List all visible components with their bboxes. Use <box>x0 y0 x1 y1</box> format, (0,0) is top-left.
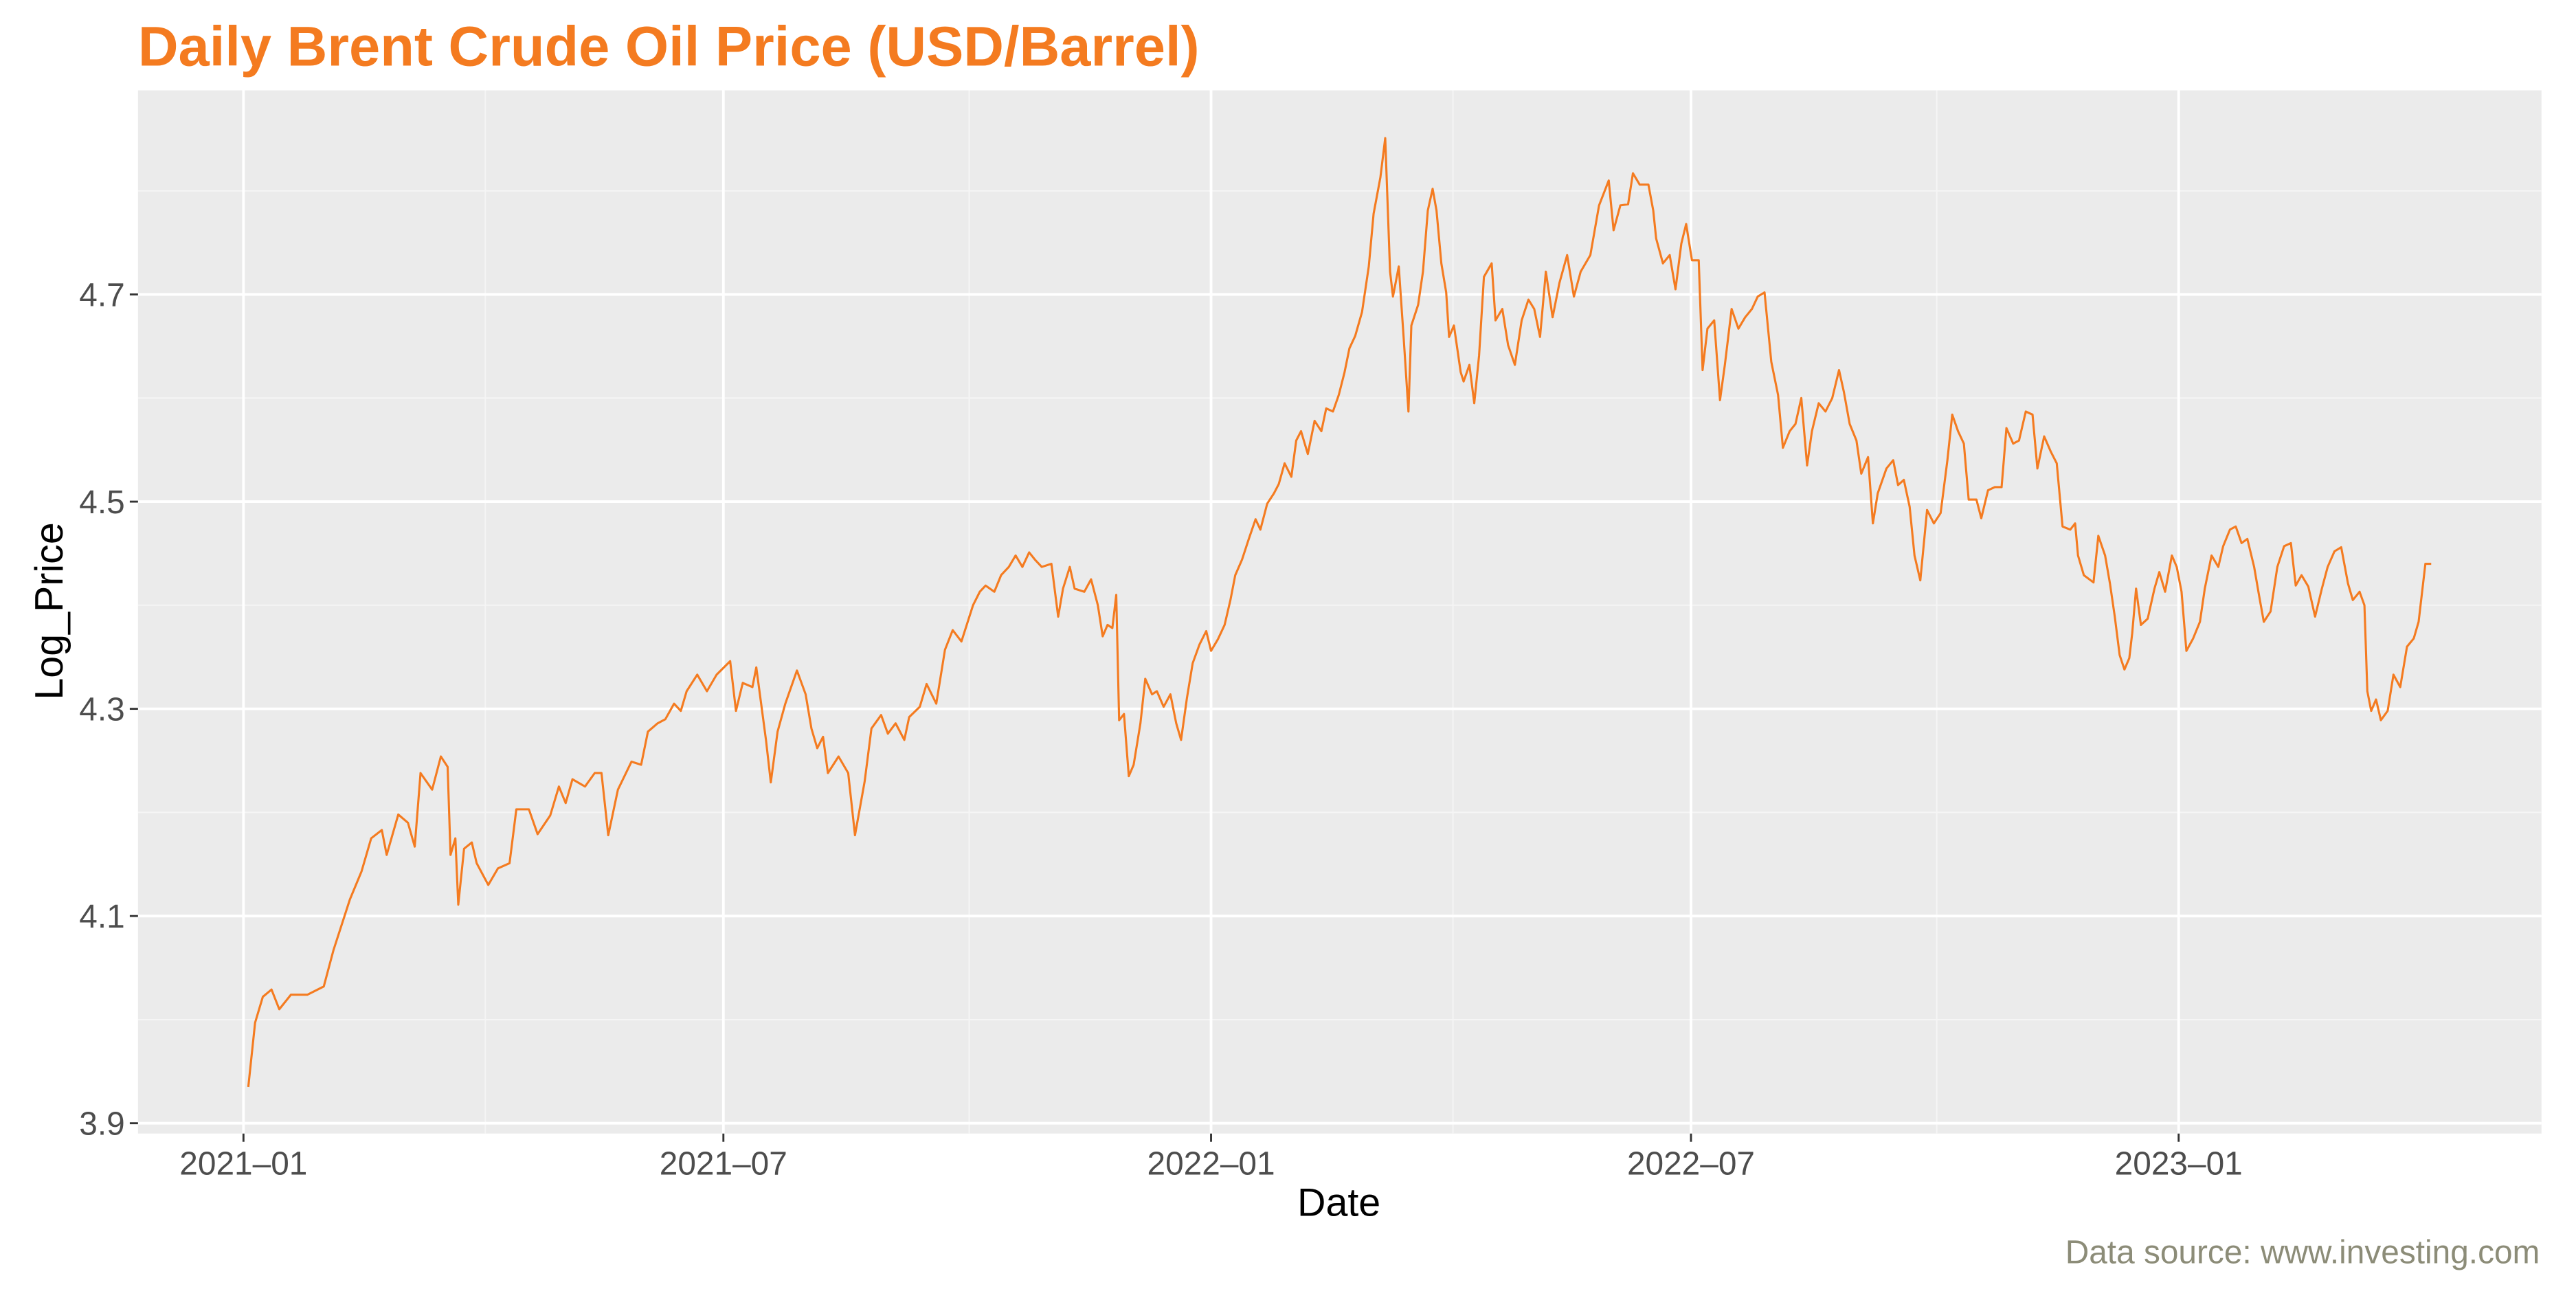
y-tick-label: 4.3 <box>79 691 124 728</box>
chart-title: Daily Brent Crude Oil Price (USD/Barrel) <box>138 16 1200 78</box>
y-tick-label: 4.1 <box>79 899 124 935</box>
x-tick-label: 2021‒01 <box>179 1146 307 1183</box>
plot-panel <box>137 90 2542 1134</box>
y-tick-label: 4.5 <box>79 484 124 521</box>
caption: Data source: www.investing.com <box>2065 1235 2540 1271</box>
x-tick-label: 2021‒07 <box>660 1146 787 1183</box>
x-axis-label: Date <box>1297 1180 1380 1224</box>
y-tick-label: 3.9 <box>79 1106 124 1142</box>
x-tick-label: 2022‒07 <box>1627 1146 1755 1183</box>
price-line <box>247 137 2432 1088</box>
y-axis-label: Log_Price <box>27 522 71 699</box>
x-tick-label: 2022‒01 <box>1147 1146 1275 1183</box>
y-tick-label: 4.7 <box>79 277 124 313</box>
x-tick-label: 2023‒01 <box>2115 1146 2243 1183</box>
